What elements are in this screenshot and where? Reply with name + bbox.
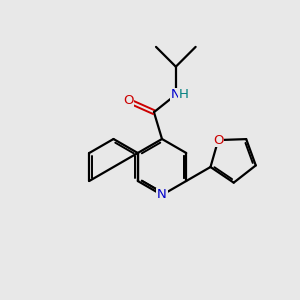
- Text: O: O: [123, 94, 134, 107]
- Text: O: O: [213, 134, 224, 147]
- Text: N: N: [171, 88, 181, 101]
- Text: H: H: [179, 88, 189, 101]
- Text: N: N: [157, 188, 167, 202]
